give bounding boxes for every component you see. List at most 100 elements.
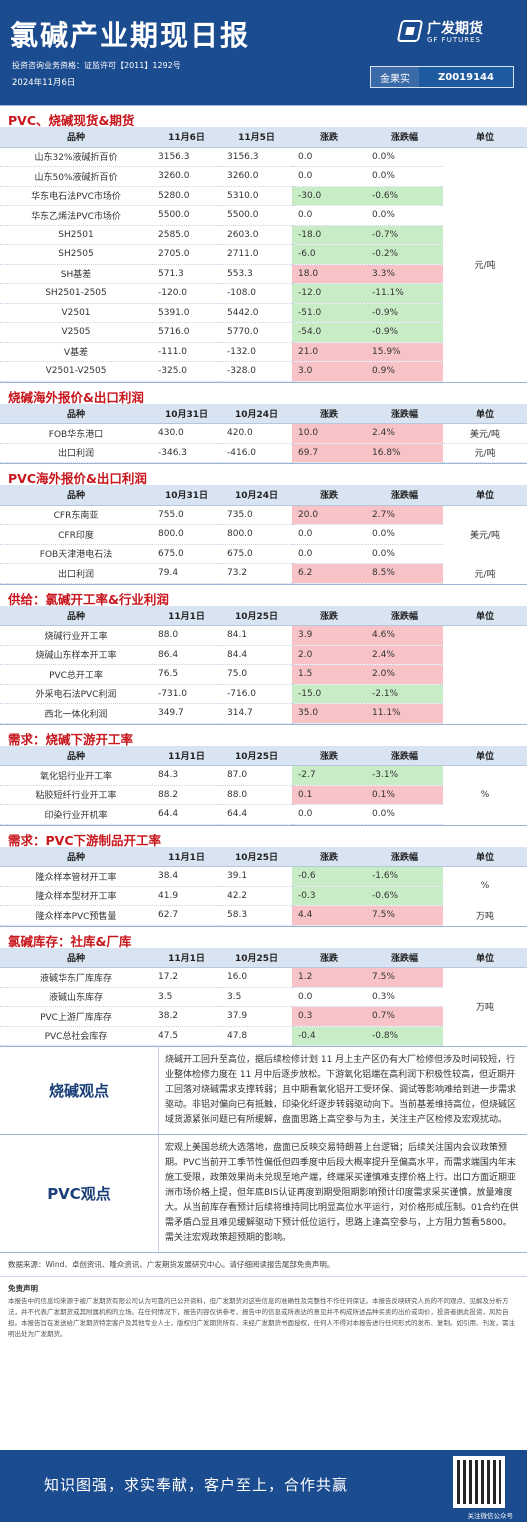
change-pct: 11.1% — [366, 703, 443, 724]
column-header: 涨跌幅 — [366, 403, 443, 424]
footer-slogan: 知识图强，求实奉献，客户至上，合作共赢 — [44, 1476, 349, 1494]
table-row: 山东50%液碱折百价 3260.0 3260.0 0.0 0.0% — [0, 166, 527, 187]
column-header: 涨跌 — [292, 745, 366, 766]
section-title: 氯碱库存：社库&厂库 — [0, 925, 527, 949]
change-pct: 4.6% — [366, 625, 443, 646]
current-value: -120.0 — [152, 283, 221, 304]
table-row: 山东32%液碱折百价 3156.3 3156.3 0.0 0.0% 元/吨 — [0, 147, 527, 381]
item-name: V2501-V2505 — [0, 361, 152, 382]
item-name: 西北一体化利润 — [0, 703, 152, 724]
change-value: 35.0 — [292, 703, 366, 724]
current-value: 17.2 — [152, 967, 221, 988]
column-header: 品种 — [0, 605, 152, 626]
column-header: 涨跌幅 — [366, 605, 443, 626]
previous-value: 37.9 — [221, 1006, 292, 1027]
previous-value: 3260.0 — [221, 166, 292, 187]
change-pct: 0.0% — [366, 804, 443, 825]
current-value: 38.4 — [152, 866, 221, 887]
table-row: SH2505 2705.0 2711.0 -6.0 -0.2% — [0, 244, 527, 265]
column-header: 品种 — [0, 127, 152, 148]
change-pct: 0.1% — [366, 785, 443, 805]
column-header: 11月1日 — [152, 846, 221, 867]
item-name: 山东32%液碱折百价 — [0, 147, 152, 167]
disclaimer: 免责声明 本报告中的信息均来源于被广发期货有限公司认为可靠的已公开资料，但广发期… — [0, 1277, 527, 1346]
table-row: V基差 -111.0 -132.0 21.0 15.9% — [0, 342, 527, 362]
change-value: -2.7 — [292, 765, 366, 786]
column-header: 单位 — [443, 127, 527, 148]
change-pct: 2.4% — [366, 645, 443, 665]
unit-cell: 元/吨 — [443, 443, 527, 463]
change-pct: 0.0% — [366, 544, 443, 564]
table-row: PVC总社会库存 47.5 47.8 -0.4 -0.8% — [0, 1026, 527, 1046]
change-value: -30.0 — [292, 186, 366, 206]
item-name: V2501 — [0, 303, 152, 323]
item-name: PVC总社会库存 — [0, 1026, 152, 1046]
column-header: 11月5日 — [221, 127, 292, 148]
section-spot-futures: PVC、烧碱现货&期货 品种 11月6日 11月5日 涨跌 涨跌幅 单位 山东32%液碱折百… — [0, 105, 527, 382]
current-value: -346.3 — [152, 443, 221, 463]
data-source-note: 数据来源：Wind、卓创资讯、隆众资讯、广发期货发展研究中心。请仔细阅读报告尾部… — [0, 1252, 527, 1277]
table-row: CFR东南亚 755.0 735.0 20.0 2.7% 美元/吨 — [0, 505, 527, 564]
disclaimer-text: 本报告中的信息均来源于被广发期货有限公司认为可靠的已公开资料，但广发期货对这些信… — [8, 1297, 515, 1338]
change-pct: 7.5% — [366, 967, 443, 988]
column-header: 单位 — [443, 947, 527, 968]
qr-code-icon — [453, 1456, 505, 1508]
column-header: 涨跌幅 — [366, 846, 443, 867]
change-value: 20.0 — [292, 505, 366, 525]
change-pct: -0.9% — [366, 303, 443, 323]
table-row: 液碱华东厂库库存 17.2 16.0 1.2 7.5% 万吨 — [0, 967, 527, 1046]
previous-value: 87.0 — [221, 765, 292, 786]
column-header: 10月31日 — [152, 403, 221, 424]
table-row: SH2501 2585.0 2603.0 -18.0 -0.7% — [0, 225, 527, 245]
item-name: FOB天津港电石法 — [0, 544, 152, 564]
change-value: 0.0 — [292, 544, 366, 564]
table-row: 外采电石法PVC利润 -731.0 -716.0 -15.0 -2.1% — [0, 684, 527, 704]
item-name: 氧化铝行业开工率 — [0, 765, 152, 786]
column-header: 涨跌幅 — [366, 485, 443, 506]
current-value: 2585.0 — [152, 225, 221, 245]
change-value: 3.0 — [292, 361, 366, 382]
table-row: 隆众样本PVC预售量 62.7 58.3 4.4 7.5% 万吨 — [0, 905, 527, 926]
table-row: FOB天津港电石法 675.0 675.0 0.0 0.0% — [0, 544, 527, 564]
table-row: V2501 5391.0 5442.0 -51.0 -0.9% — [0, 303, 527, 323]
license-key: 金果实 — [371, 67, 419, 87]
table-row: PVC总开工率 76.5 75.0 1.5 2.0% — [0, 664, 527, 685]
change-pct: -11.1% — [366, 283, 443, 304]
disclaimer-title: 免责声明 — [8, 1284, 38, 1293]
table-row: SH基差 571.3 553.3 18.0 3.3% — [0, 264, 527, 284]
data-table: 品种 10月31日 10月24日 涨跌 涨跌幅 单位 CFR东南亚 755.0 735.0 20.… — [0, 485, 527, 584]
column-header: 单位 — [443, 605, 527, 626]
previous-value: 2603.0 — [221, 225, 292, 245]
current-value: -111.0 — [152, 342, 221, 362]
column-header: 10月24日 — [221, 403, 292, 424]
unit-cell: 美元/吨 — [443, 505, 527, 564]
change-pct: -0.7% — [366, 225, 443, 245]
column-header: 涨跌幅 — [366, 127, 443, 148]
item-name: CFR东南亚 — [0, 505, 152, 525]
table-row: FOB华东港口 430.0 420.0 10.0 2.4% 美元/吨 — [0, 423, 527, 444]
table-header-row: 品种 10月31日 10月24日 涨跌 涨跌幅 单位 — [0, 403, 527, 424]
change-pct: 15.9% — [366, 342, 443, 362]
section-title: 供给：氯碱开工率&行业利润 — [0, 583, 527, 607]
data-table: 品种 11月1日 10月25日 涨跌 涨跌幅 单位 隆众样本管材开工率 38.4 39.1 -0.… — [0, 846, 527, 926]
current-value: 755.0 — [152, 505, 221, 525]
current-value: 41.9 — [152, 886, 221, 906]
view-label: PVC观点 — [47, 1185, 111, 1203]
change-value: 0.1 — [292, 785, 366, 805]
column-header: 涨跌 — [292, 127, 366, 148]
previous-value: -328.0 — [221, 361, 292, 382]
current-value: 5391.0 — [152, 303, 221, 323]
column-header: 11月1日 — [152, 605, 221, 626]
table-row: 西北一体化利润 349.7 314.7 35.0 11.1% — [0, 703, 527, 724]
change-value: -51.0 — [292, 303, 366, 323]
previous-value: 553.3 — [221, 264, 292, 284]
view-text: 宏观上美国总统大选落地，盘面已反映交易特朗普上台逻辑；后续关注国内会议政策预期。… — [158, 1135, 527, 1252]
item-name: V2505 — [0, 322, 152, 343]
item-name: V基差 — [0, 342, 152, 362]
change-value: 6.2 — [292, 563, 366, 584]
change-pct: 3.3% — [366, 264, 443, 284]
column-header: 涨跌 — [292, 947, 366, 968]
section-title: 需求：烧碱下游开工率 — [0, 723, 527, 747]
current-value: 3.5 — [152, 987, 221, 1007]
